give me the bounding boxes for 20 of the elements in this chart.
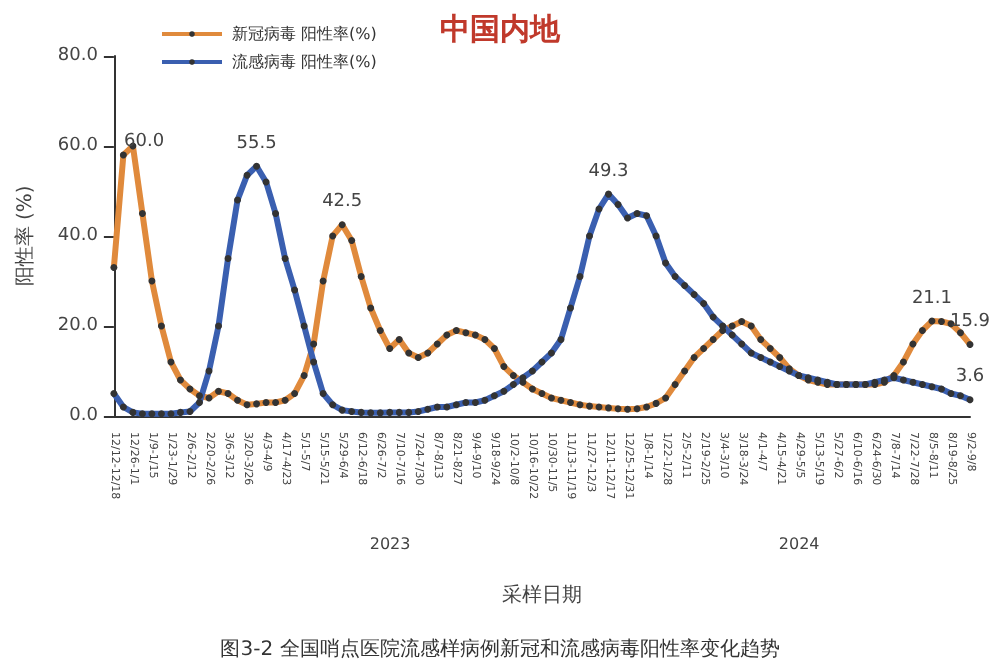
caption: 图3-2 全国哨点医院流感样病例新冠和流感病毒阳性率变化趋势 [220, 637, 780, 661]
legend-label: 流感病毒 阳性率(%) [232, 53, 377, 71]
y-tick-label: 0.0 [69, 406, 99, 426]
data-label: 3.6 [955, 367, 985, 388]
data-label: 15.9 [949, 311, 991, 332]
data-label: 42.5 [322, 192, 363, 213]
data-label: 60.0 [124, 131, 165, 152]
legend-label: 新冠病毒 阳性率(%) [232, 25, 377, 43]
y-tick-label: 60.0 [57, 136, 99, 156]
data-label: 49.3 [588, 161, 629, 182]
text: 2024 [778, 535, 820, 553]
text: 2023 [369, 535, 411, 553]
y-tick-label: 80.0 [57, 46, 99, 66]
y-tick-label: 20.0 [57, 316, 99, 336]
y-axis-title: 阳性率 (%) [13, 185, 37, 287]
data-label: 55.5 [236, 133, 277, 154]
x-axis-title: 采样日期 [501, 583, 582, 607]
y-tick-label: 40.0 [57, 226, 99, 246]
data-label: 21.1 [911, 288, 952, 309]
chart-title: 中国内地 [440, 11, 562, 47]
